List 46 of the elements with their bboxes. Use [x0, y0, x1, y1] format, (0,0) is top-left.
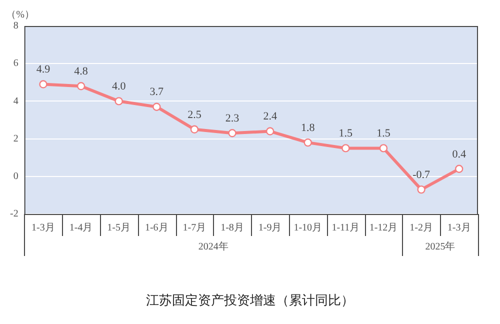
point	[454, 164, 464, 173]
y-tick-label: 2	[13, 133, 18, 144]
point	[266, 127, 274, 136]
data-label: 4.9	[36, 64, 51, 76]
x-tick-label: 1-3月	[32, 222, 55, 234]
data-label: 2.5	[188, 108, 202, 121]
x-tick-label: 1-7月	[182, 222, 206, 234]
text: 2024年	[198, 240, 228, 253]
point	[304, 138, 312, 147]
point	[379, 144, 388, 152]
x-tick-label: 1-2月	[410, 222, 433, 234]
data-label: 4.0	[112, 80, 126, 93]
y-axis-title: （%）	[6, 10, 34, 21]
y-tick-label: 6	[13, 58, 18, 70]
text: 江苏固定资产投资增速（累计同比）	[146, 293, 354, 308]
data-label: 0.4	[452, 148, 466, 160]
x-tick-label: 1-4月	[69, 222, 93, 234]
data-label: 1.5	[338, 128, 354, 140]
point	[76, 82, 86, 90]
data-label: 2.3	[225, 112, 240, 125]
x-tick-label: 1-3月	[447, 222, 471, 234]
x-tick-label: 1-6月	[144, 222, 168, 234]
data-label: -0.7	[412, 168, 430, 181]
point	[152, 102, 161, 111]
x-tick-label: 1-11月	[332, 222, 360, 234]
x-tick-label: 1-9月	[258, 222, 282, 234]
x-tick-label: 1-5月	[107, 222, 131, 234]
data-label: 4.8	[74, 66, 88, 78]
y-tick-label: 0	[13, 171, 18, 182]
text: 2025年	[425, 240, 456, 253]
x-tick-label: 1-8月	[220, 222, 244, 234]
x-tick-label: 1-10月	[294, 222, 322, 234]
point	[114, 97, 123, 106]
data-label: 2.4	[263, 110, 278, 123]
data-label: 1.5	[376, 128, 391, 140]
point	[342, 144, 350, 152]
y-tick-label: 4	[13, 96, 18, 107]
point	[190, 125, 199, 134]
point	[417, 185, 426, 194]
x-tick-label: 1-12月	[369, 222, 398, 234]
data-label: 1.8	[301, 122, 316, 134]
y-tick-label: -2	[10, 208, 18, 220]
y-tick-label: 8	[13, 20, 18, 32]
data-label: 3.7	[150, 86, 164, 98]
point	[228, 129, 236, 138]
point	[39, 80, 48, 88]
